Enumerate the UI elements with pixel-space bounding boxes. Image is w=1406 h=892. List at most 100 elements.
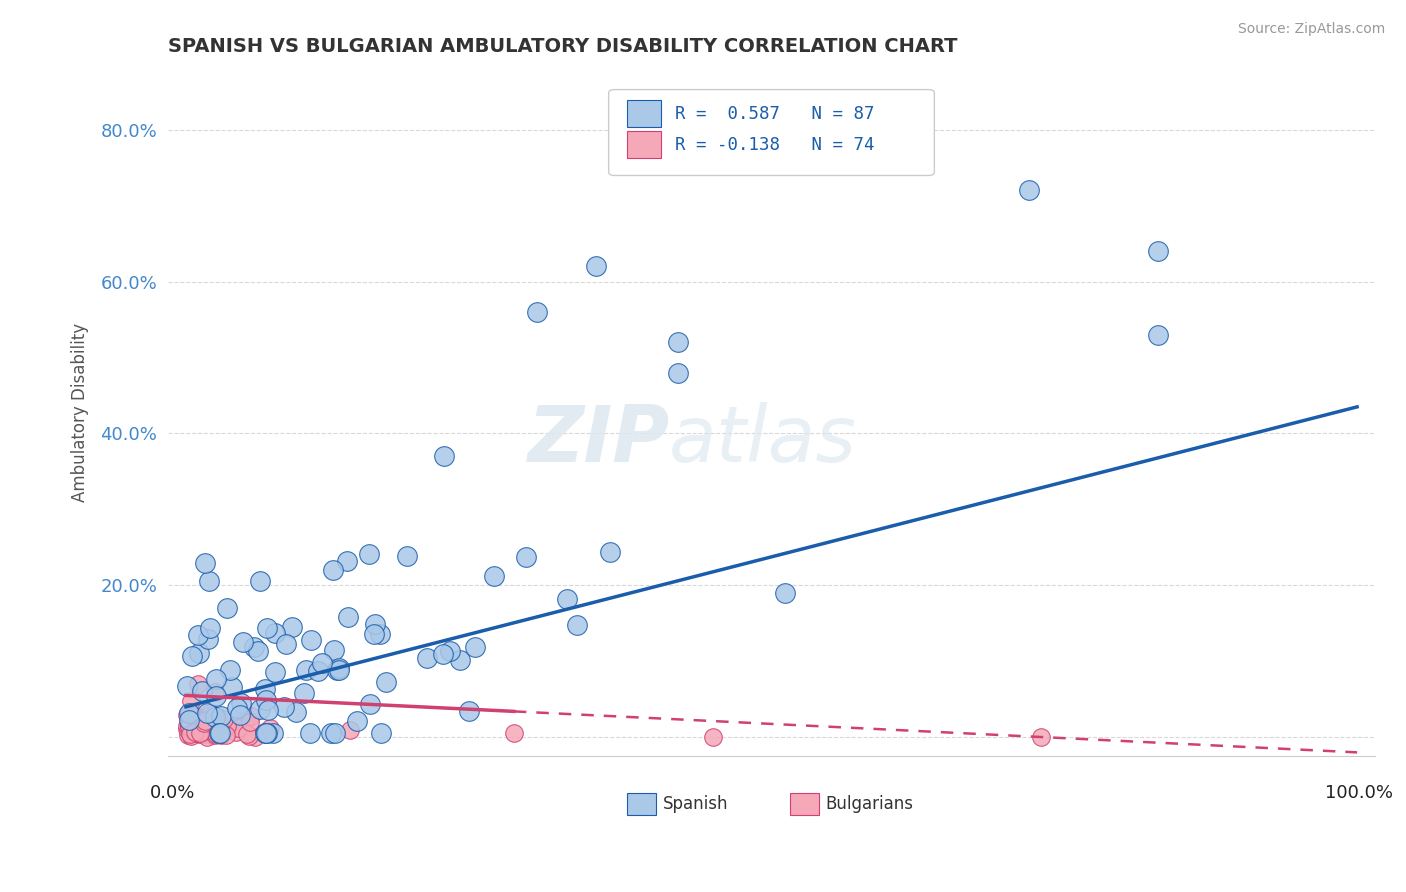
Point [194,714,217,729]
Point [208,726,231,740]
Point [200,709,222,723]
FancyBboxPatch shape [627,131,661,158]
Point [273,700,295,714]
Point [188,710,211,724]
Text: atlas: atlas [669,402,856,478]
Point [181,648,204,663]
Point [254,726,277,740]
Point [179,720,201,734]
Point [187,628,209,642]
Point [515,550,537,565]
Point [239,709,262,723]
Point [238,729,260,743]
Point [197,632,219,647]
Point [200,621,222,635]
Point [599,545,621,559]
Point [235,713,257,727]
Point [194,556,217,570]
Point [254,693,277,707]
Point [188,725,211,739]
Point [183,721,205,735]
Point [177,728,200,742]
Point [1147,327,1170,342]
Point [323,643,346,657]
Point [585,260,607,274]
Point [209,728,232,742]
Text: R =  0.587   N = 87: R = 0.587 N = 87 [675,104,875,122]
Point [195,724,218,739]
Point [193,723,215,738]
Point [249,574,271,589]
Point [346,714,368,728]
Point [198,714,221,729]
Point [191,719,214,733]
Point [198,715,221,730]
Text: Bulgarians: Bulgarians [825,795,914,813]
Point [458,704,481,718]
Point [177,720,200,734]
Point [186,721,208,735]
Point [432,647,454,661]
Point [236,727,259,741]
Point [193,725,215,739]
Point [666,366,689,380]
Point [228,708,250,723]
Point [187,723,209,738]
Point [242,640,264,654]
Point [177,713,200,727]
Point [464,640,486,654]
Point [328,661,350,675]
Point [214,721,236,735]
Point [190,726,212,740]
Point [198,574,221,588]
Point [183,717,205,731]
Point [307,664,329,678]
Point [188,727,211,741]
FancyBboxPatch shape [627,793,655,814]
Point [217,600,239,615]
Point [179,716,201,731]
Point [299,633,322,648]
Point [186,726,208,740]
Point [328,663,350,677]
Point [176,707,198,722]
Point [439,644,461,658]
Point [201,719,224,733]
Point [208,723,231,737]
Point [264,665,287,679]
Point [311,656,333,670]
Point [246,643,269,657]
Point [179,707,201,722]
Point [370,726,392,740]
Point [259,721,281,735]
Point [190,716,212,731]
Point [254,726,277,740]
Point [188,716,211,731]
Point [666,335,689,350]
Point [231,696,253,710]
Point [207,710,229,724]
Point [198,726,221,740]
Point [187,677,209,691]
Point [208,726,231,740]
Point [567,618,589,632]
Point [225,718,247,732]
Point [180,694,202,708]
Point [432,449,454,463]
Point [416,651,439,665]
Point [179,711,201,725]
Point [502,726,524,740]
Point [295,663,318,677]
Point [205,689,228,703]
Point [336,610,359,624]
Point [484,568,506,582]
Point [339,723,361,737]
Point [209,709,232,723]
Point [202,708,225,723]
Point [555,592,578,607]
Point [183,716,205,731]
Point [204,710,226,724]
Point [181,723,204,738]
Point [285,706,308,720]
Point [256,621,278,635]
